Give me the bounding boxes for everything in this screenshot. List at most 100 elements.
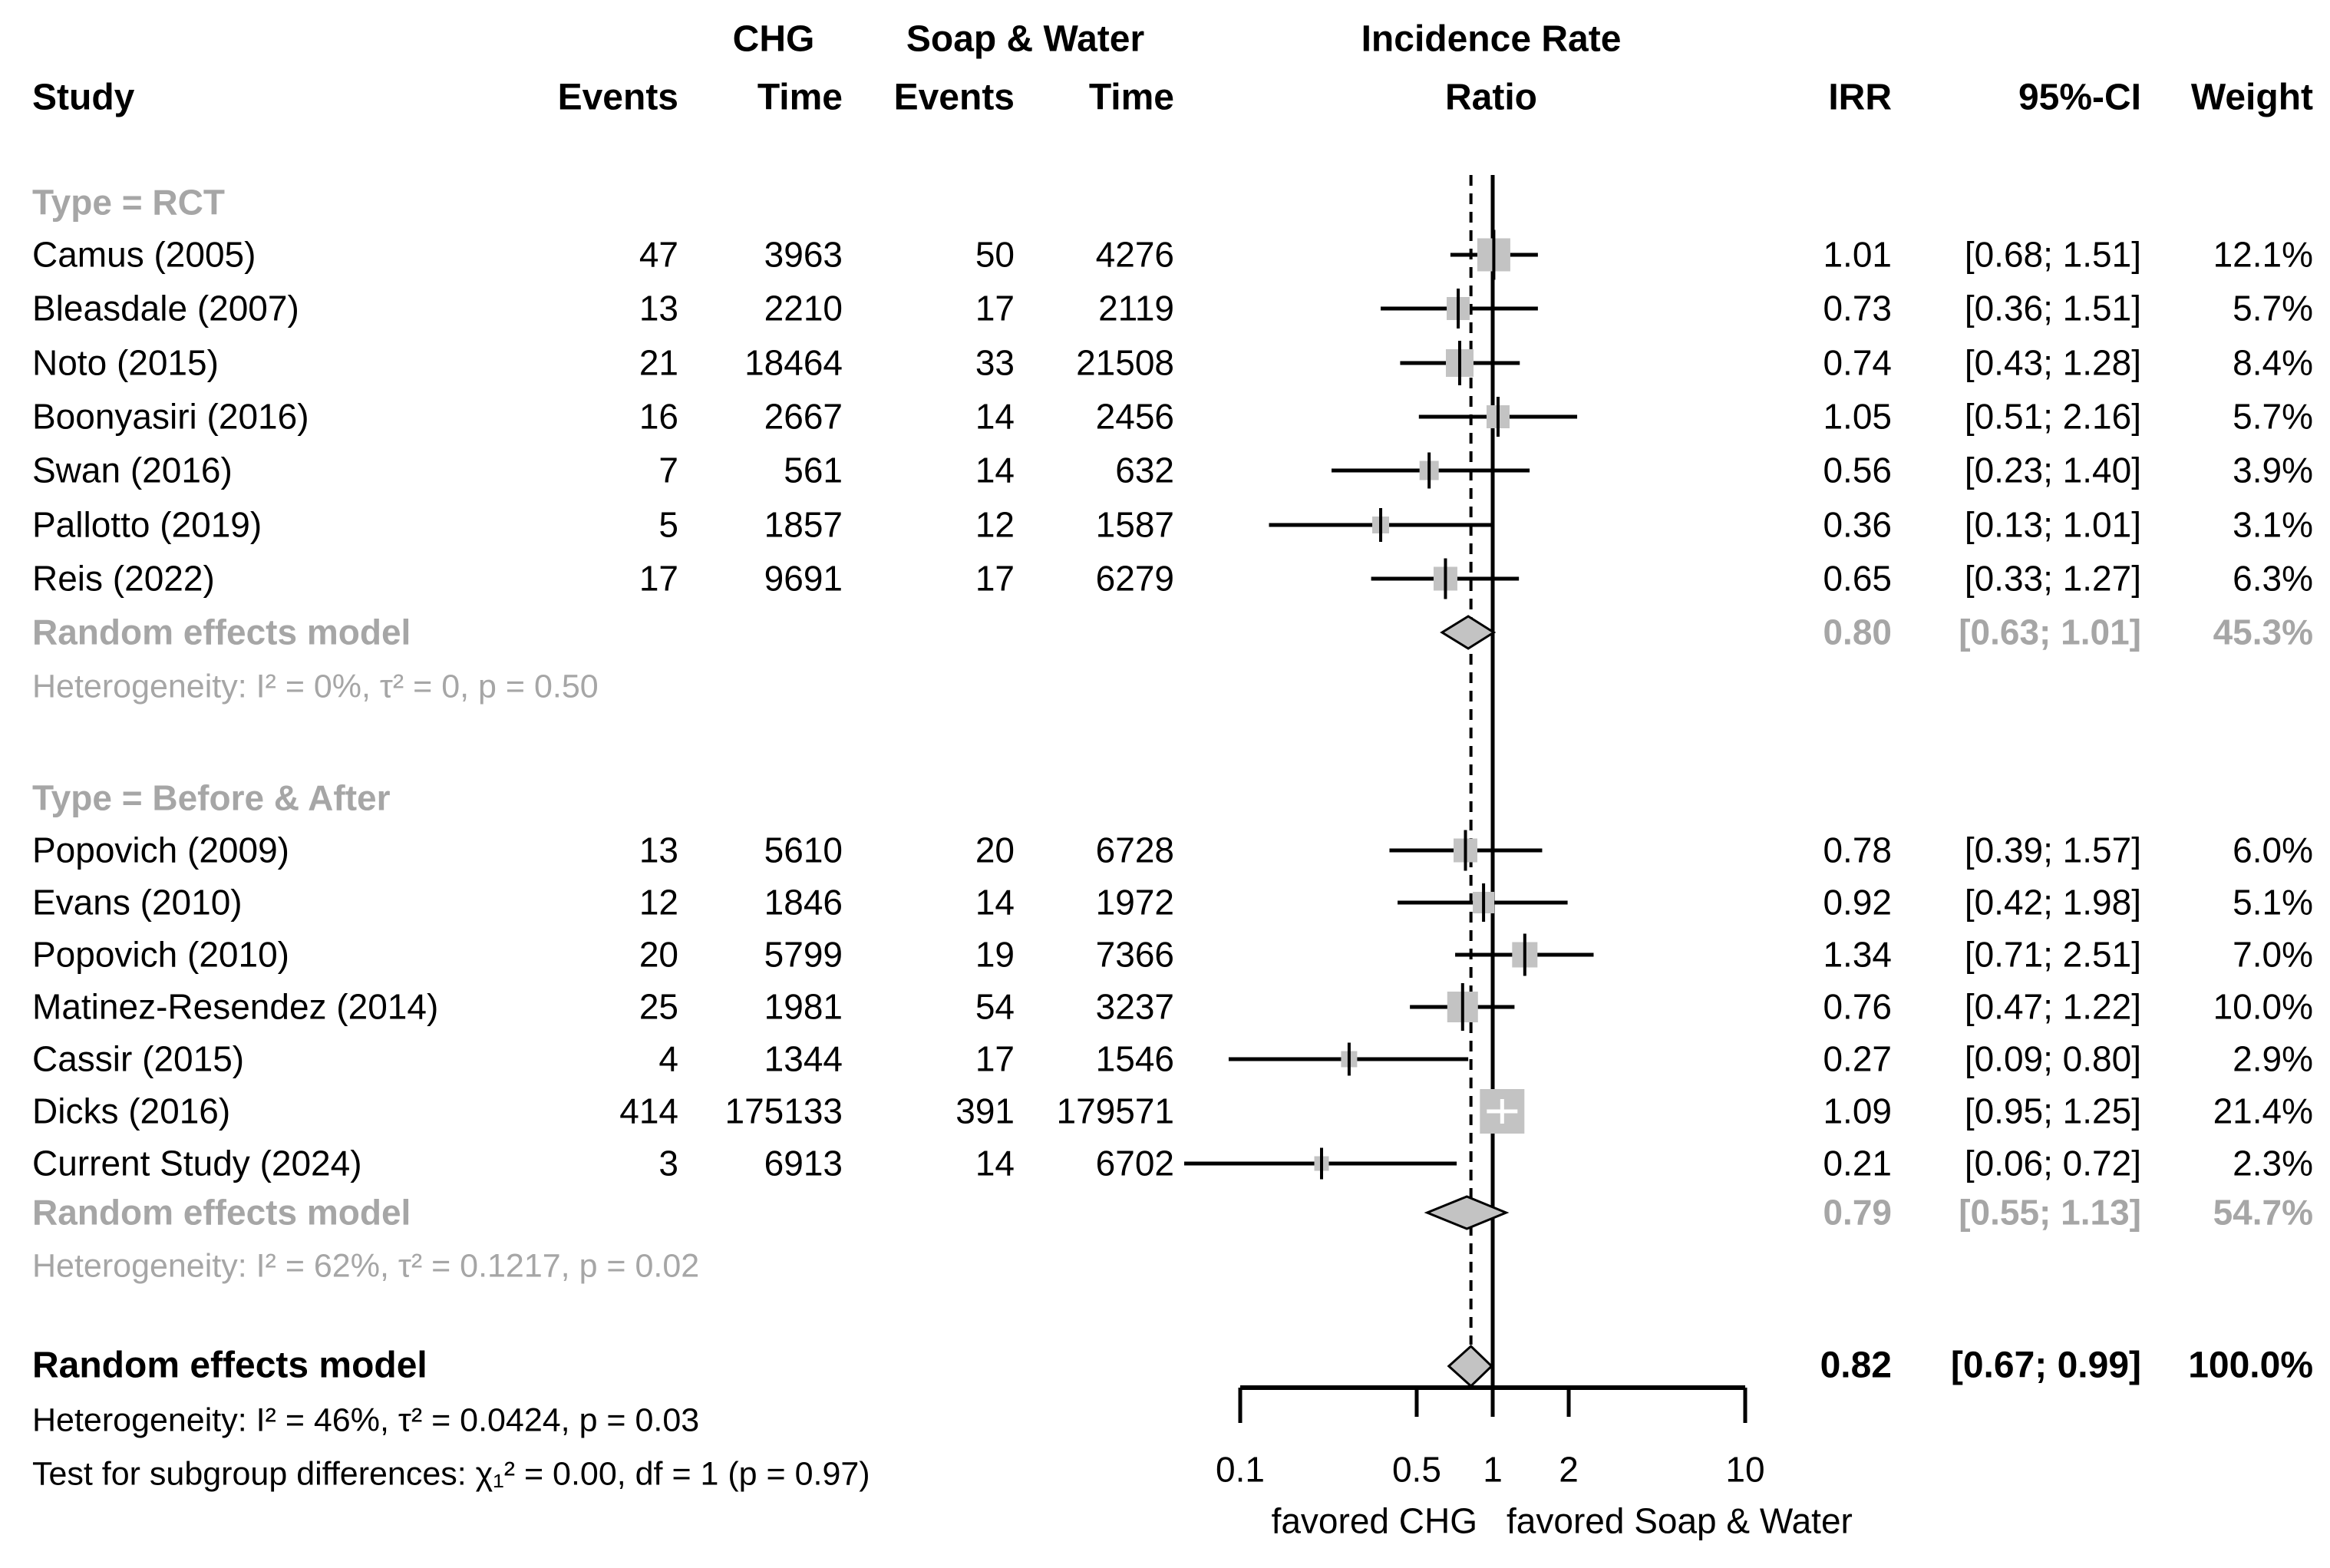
- time-soap-swan-2016: 632: [1115, 450, 1174, 490]
- ci-value-evans-2010: [0.42; 1.98]: [1964, 882, 2141, 923]
- weight-value-popovich-2010: 7.0%: [2233, 934, 2313, 975]
- irr-value-popovich-2009: 0.78: [1823, 830, 1892, 870]
- weight-value-noto-2015: 8.4%: [2233, 342, 2313, 383]
- overall-irr-value: 0.82: [1820, 1345, 1892, 1386]
- irr-value-pallotto-2019: 0.36: [1823, 504, 1892, 545]
- ci-value-bleasdale-2007: [0.36; 1.51]: [1964, 288, 2141, 328]
- events-soap-cassir-2015: 17: [975, 1038, 1015, 1079]
- ci-value-dicks-2016: [0.95; 1.25]: [1964, 1091, 2141, 1131]
- x-axis-tick-label-0.1: 0.1: [1216, 1449, 1265, 1490]
- study-name-current-study-2024: Current Study (2024): [32, 1143, 362, 1183]
- events-soap-boonyasiri-2016: 14: [975, 396, 1015, 437]
- summary-irr-type-rct: 0.80: [1823, 612, 1892, 652]
- plot-title-line1: Incidence Rate: [1361, 18, 1622, 60]
- weight-value-popovich-2009: 6.0%: [2233, 830, 2313, 870]
- events-chg-matinez-resendez-2014: 25: [639, 986, 678, 1027]
- weight-value-pallotto-2019: 3.1%: [2233, 504, 2313, 545]
- overall-diamond: [1447, 1344, 1493, 1388]
- weight-value-matinez-resendez-2014: 10.0%: [2213, 986, 2313, 1027]
- events-soap-popovich-2009: 20: [975, 830, 1015, 870]
- study-name-camus-2005: Camus (2005): [32, 234, 256, 275]
- time-soap-evans-2010: 1972: [1095, 882, 1174, 923]
- axis-label-favored-soap: favored Soap & Water: [1507, 1500, 1853, 1541]
- events-chg-current-study-2024: 3: [658, 1143, 678, 1183]
- irr-value-popovich-2010: 1.34: [1823, 934, 1892, 975]
- overall-weight-value: 100.0%: [2188, 1345, 2313, 1386]
- column-header-events-chg: Events: [557, 77, 678, 118]
- weight-value-camus-2005: 12.1%: [2213, 234, 2313, 275]
- events-chg-bleasdale-2007: 13: [639, 288, 678, 328]
- overall-ci-value: [0.67; 0.99]: [1950, 1345, 2141, 1386]
- time-chg-swan-2016: 561: [784, 450, 843, 490]
- time-soap-current-study-2024: 6702: [1095, 1143, 1174, 1183]
- subgroup-label-type-before-after: Type = Before & After: [32, 777, 391, 818]
- ci-value-noto-2015: [0.43; 1.28]: [1964, 342, 2141, 383]
- time-chg-current-study-2024: 6913: [764, 1143, 843, 1183]
- study-name-boonyasiri-2016: Boonyasiri (2016): [32, 396, 309, 437]
- time-soap-pallotto-2019: 1587: [1095, 504, 1174, 545]
- irr-value-swan-2016: 0.56: [1823, 450, 1892, 490]
- summary-weight-type-rct: 45.3%: [2213, 612, 2313, 652]
- x-axis-tick-label-10: 10: [1725, 1449, 1765, 1490]
- events-soap-swan-2016: 14: [975, 450, 1015, 490]
- time-soap-cassir-2015: 1546: [1095, 1038, 1174, 1079]
- events-soap-evans-2010: 14: [975, 882, 1015, 923]
- subgroup-difference-test: Test for subgroup differences: χ₁² = 0.0…: [32, 1455, 870, 1493]
- heterogeneity-type-before-after: Heterogeneity: I² = 62%, τ² = 0.1217, p …: [32, 1247, 700, 1285]
- x-axis-tick-label-2: 2: [1559, 1449, 1579, 1490]
- events-soap-popovich-2010: 19: [975, 934, 1015, 975]
- time-chg-pallotto-2019: 1857: [764, 504, 843, 545]
- study-name-matinez-resendez-2014: Matinez-Resendez (2014): [32, 986, 439, 1027]
- irr-value-reis-2022: 0.65: [1823, 558, 1892, 599]
- weight-value-current-study-2024: 2.3%: [2233, 1143, 2313, 1183]
- time-soap-boonyasiri-2016: 2456: [1095, 396, 1174, 437]
- weight-value-bleasdale-2007: 5.7%: [2233, 288, 2313, 328]
- ci-value-popovich-2009: [0.39; 1.57]: [1964, 830, 2141, 870]
- events-chg-dicks-2016: 414: [619, 1091, 678, 1131]
- events-soap-bleasdale-2007: 17: [975, 288, 1015, 328]
- column-header-time-chg: Time: [757, 77, 843, 118]
- overall-summary-label: Random effects model: [32, 1345, 427, 1386]
- summary-weight-type-before-after: 54.7%: [2213, 1192, 2313, 1233]
- study-name-dicks-2016: Dicks (2016): [32, 1091, 231, 1131]
- weight-value-swan-2016: 3.9%: [2233, 450, 2313, 490]
- time-chg-reis-2022: 9691: [764, 558, 843, 599]
- study-name-noto-2015: Noto (2015): [32, 342, 219, 383]
- irr-value-current-study-2024: 0.21: [1823, 1143, 1892, 1183]
- time-soap-popovich-2009: 6728: [1095, 830, 1174, 870]
- time-chg-dicks-2016: 175133: [724, 1091, 843, 1131]
- time-chg-bleasdale-2007: 2210: [764, 288, 843, 328]
- heterogeneity-type-rct: Heterogeneity: I² = 0%, τ² = 0, p = 0.50: [32, 668, 599, 705]
- ci-value-camus-2005: [0.68; 1.51]: [1964, 234, 2141, 275]
- column-header-time-soap: Time: [1088, 77, 1174, 118]
- subgroup-label-type-rct: Type = RCT: [32, 182, 225, 223]
- time-soap-bleasdale-2007: 2119: [1098, 288, 1174, 328]
- time-soap-dicks-2016: 179571: [1056, 1091, 1175, 1131]
- column-header-study: Study: [32, 77, 135, 118]
- events-soap-reis-2022: 17: [975, 558, 1015, 599]
- events-chg-pallotto-2019: 5: [658, 504, 678, 545]
- summary-diamond-type-before-after: [1424, 1195, 1510, 1230]
- events-soap-dicks-2016: 391: [955, 1091, 1015, 1131]
- column-header-events-soap: Events: [893, 77, 1015, 118]
- time-chg-popovich-2010: 5799: [764, 934, 843, 975]
- events-chg-boonyasiri-2016: 16: [639, 396, 678, 437]
- events-soap-camus-2005: 50: [975, 234, 1015, 275]
- plot-title-line2: Ratio: [1445, 77, 1537, 118]
- x-axis-tick-label-0.5: 0.5: [1391, 1449, 1441, 1490]
- summary-ci-type-rct: [0.63; 1.01]: [1959, 612, 2141, 652]
- column-header-irr: IRR: [1828, 77, 1892, 118]
- summary-label-type-rct: Random effects model: [32, 612, 411, 652]
- irr-value-cassir-2015: 0.27: [1823, 1038, 1892, 1079]
- time-soap-noto-2015: 21508: [1076, 342, 1174, 383]
- events-chg-popovich-2010: 20: [639, 934, 678, 975]
- time-chg-cassir-2015: 1344: [764, 1038, 843, 1079]
- events-soap-matinez-resendez-2014: 54: [975, 986, 1015, 1027]
- time-soap-reis-2022: 6279: [1095, 558, 1174, 599]
- time-soap-camus-2005: 4276: [1095, 234, 1174, 275]
- ci-value-swan-2016: [0.23; 1.40]: [1964, 450, 2141, 490]
- weight-value-boonyasiri-2016: 5.7%: [2233, 396, 2313, 437]
- summary-ci-type-before-after: [0.55; 1.13]: [1959, 1192, 2141, 1233]
- events-soap-current-study-2024: 14: [975, 1143, 1015, 1183]
